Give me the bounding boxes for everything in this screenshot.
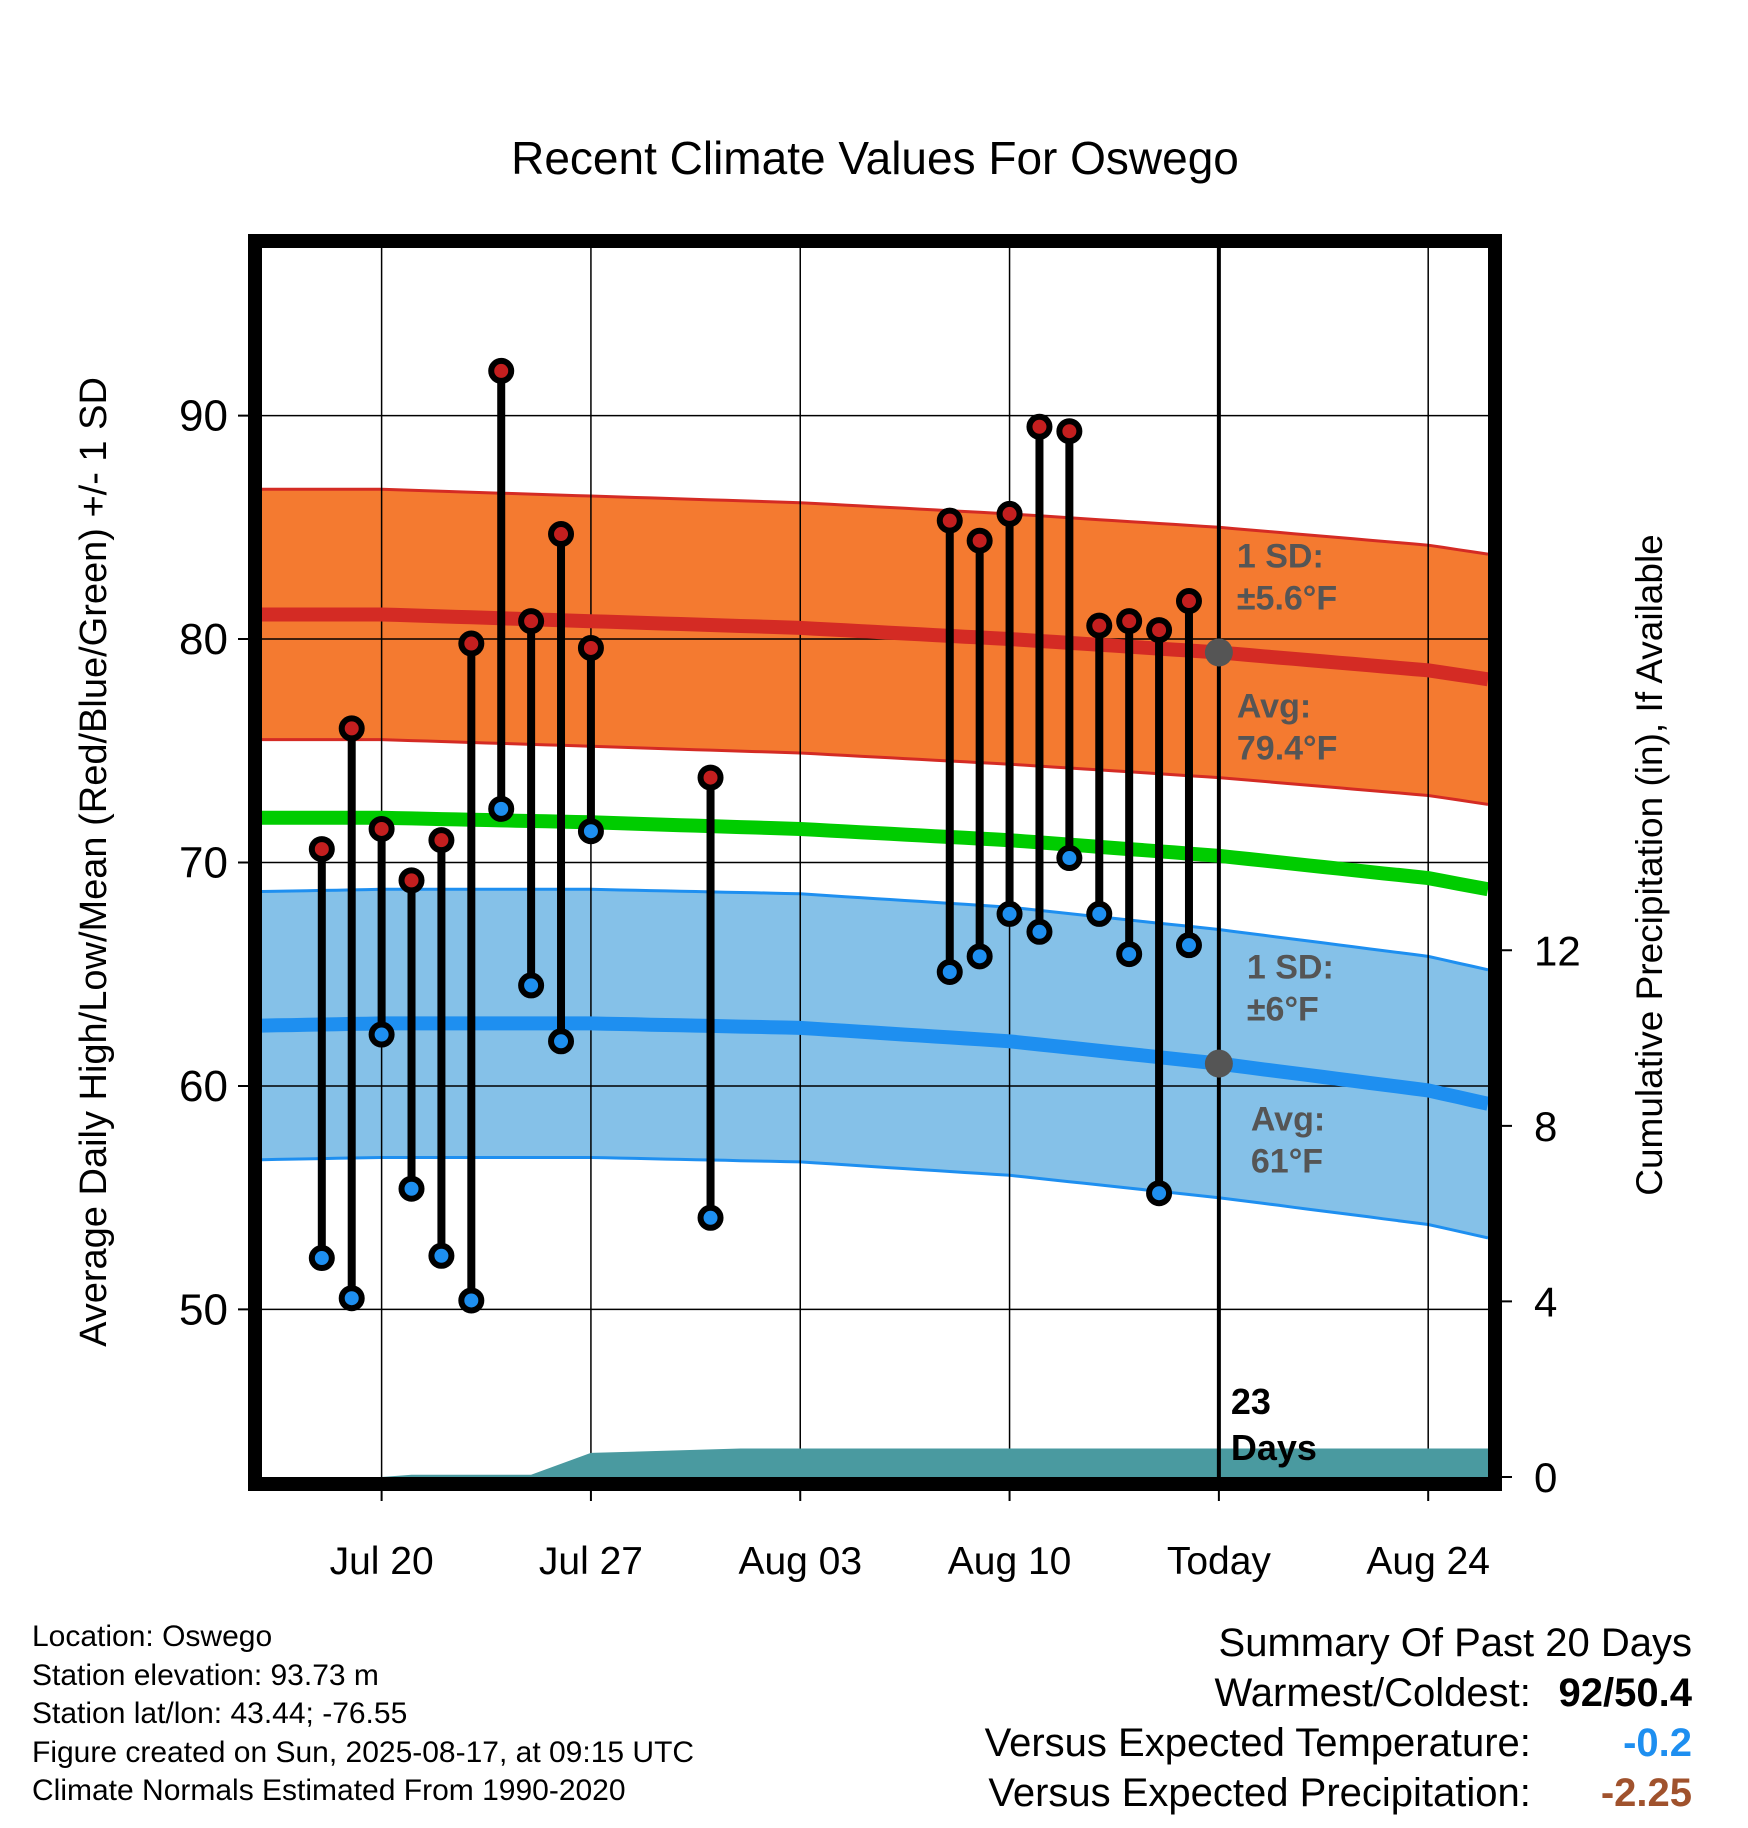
observed-low-point: [996, 900, 1023, 927]
y2-tick-label: 12: [1534, 927, 1581, 974]
x-axis-label: Day: [840, 1606, 910, 1610]
low-band-lower-edge: [262, 1156, 1488, 1240]
x-tick-label: Jul 27: [539, 1540, 643, 1583]
normal-high-line: [262, 607, 1488, 687]
normal-low-line: [262, 1016, 1488, 1111]
observed-high-point: [338, 715, 365, 742]
observed-high-point: [577, 634, 604, 661]
observed-high-point: [697, 764, 724, 791]
observed-low-point: [936, 958, 963, 985]
observed-low-point: [577, 818, 604, 845]
summary-temp: Versus Expected Temperature: -0.2: [985, 1718, 1692, 1768]
normals-text: Climate Normals Estimated From 1990-2020: [32, 1774, 626, 1807]
warm-cold-value: 92/50.4: [1558, 1671, 1692, 1715]
today-low-avg-marker: [1204, 1049, 1233, 1078]
y-tick-label: 60: [179, 1062, 228, 1111]
observed-high-point: [1146, 617, 1173, 644]
observed-high-point: [548, 521, 575, 548]
high-sd-band: [262, 489, 1488, 805]
observed-low-point: [1056, 845, 1083, 872]
annotation-low-avg: Avg: 61°F: [1251, 1101, 1325, 1181]
observed-low-point: [1175, 932, 1202, 959]
observed-high-point: [936, 507, 963, 534]
observed-high-point: [996, 500, 1023, 527]
observed-high-point: [1086, 612, 1113, 639]
summary-title: Summary Of Past 20 Days: [1218, 1621, 1692, 1665]
observed-high-point: [488, 357, 515, 384]
observed-high-point: [966, 527, 993, 554]
y2-tick-label: 4: [1534, 1278, 1557, 1325]
observed-low-point: [1116, 941, 1143, 968]
high-band-lower-edge: [262, 738, 1488, 806]
annotation-high-sd: 1 SD: ±5.6°F: [1237, 538, 1337, 618]
summary-precip: Versus Expected Precipitation: -2.25: [985, 1768, 1692, 1818]
y2-tick-label: 0: [1534, 1454, 1557, 1501]
observed-high-point: [398, 867, 425, 894]
observed-low-point: [697, 1204, 724, 1231]
temp-anomaly-value: -0.2: [1623, 1721, 1692, 1765]
observed-low-point: [518, 972, 545, 999]
temp-anomaly-label: Versus Expected Temperature:: [984, 1721, 1531, 1765]
climate-chart: 1 SD: ±5.6°F Avg: 79.4°F 1 SD: ±6°F Avg: 61°F 23…: [73, 132, 1670, 1610]
summary-warm-cold: Warmest/Coldest: 92/50.4: [985, 1668, 1693, 1718]
y-tick-label: 50: [179, 1285, 228, 1334]
observed-high-point: [518, 608, 545, 635]
observed-low-point: [428, 1242, 455, 1269]
low-sd-band: [262, 889, 1488, 1238]
observed-low-point: [398, 1175, 425, 1202]
annotation-high-avg: Avg: 79.4°F: [1237, 687, 1338, 767]
y2-tick-label: 8: [1534, 1103, 1557, 1150]
warm-cold-label: Warmest/Coldest:: [1214, 1671, 1531, 1715]
x-tick-label: Aug 24: [1366, 1540, 1490, 1583]
plot-area: [262, 248, 1488, 1477]
observed-low-point: [966, 943, 993, 970]
high-band-upper-edge: [262, 487, 1488, 556]
station-info: Location: Oswego Station elevation: 93.7…: [32, 1618, 694, 1811]
chart-title: Recent Climate Values For Oswego: [511, 132, 1239, 184]
days-label: 23 Days: [1231, 1381, 1317, 1468]
observed-low-point: [308, 1245, 335, 1272]
normal-mean-line: [262, 810, 1488, 897]
summary-panel: Summary Of Past 20 Days Warmest/Coldest:…: [985, 1618, 1692, 1818]
today-high-avg-marker: [1204, 638, 1233, 667]
observed-high-point: [1116, 608, 1143, 635]
observed-low-point: [458, 1287, 485, 1314]
y2-axis-label: Cumulative Precipitation (in), If Availa…: [1629, 534, 1670, 1196]
y-tick-label: 70: [179, 839, 228, 888]
precip-area: [262, 1448, 1488, 1477]
observed-low-point: [488, 795, 515, 822]
observed-high-point: [428, 827, 455, 854]
observed-high-point: [368, 815, 395, 842]
observed-low-point: [1086, 900, 1113, 927]
observed-high-point: [1056, 418, 1083, 445]
observed-low-point: [548, 1028, 575, 1055]
observed-high-point: [1026, 413, 1053, 440]
observed-low-point: [1026, 918, 1053, 945]
x-tick-label: Today: [1167, 1540, 1272, 1583]
y-tick-label: 80: [179, 615, 228, 664]
location-text: Location: Oswego: [32, 1620, 273, 1653]
observed-low-point: [368, 1021, 395, 1048]
x-tick-label: Aug 10: [948, 1540, 1072, 1583]
x-tick-label: Aug 03: [738, 1540, 862, 1583]
elevation-text: Station elevation: 93.73 m: [32, 1658, 379, 1692]
created-text: Figure created on Sun, 2025-08-17, at 09…: [32, 1735, 695, 1769]
observed-low-point: [338, 1285, 365, 1312]
latlon-text: Station lat/lon: 43.44; -76.55: [32, 1697, 408, 1730]
low-band-upper-edge: [262, 887, 1488, 972]
precip-anomaly-value: -2.25: [1600, 1771, 1692, 1815]
observed-high-point: [308, 836, 335, 863]
annotation-low-sd: 1 SD: ±6°F: [1247, 949, 1334, 1029]
x-tick-label: Jul 20: [330, 1540, 434, 1583]
precip-anomaly-label: Versus Expected Precipitation:: [988, 1771, 1531, 1815]
y-tick-label: 90: [179, 392, 228, 441]
observed-high-point: [458, 630, 485, 657]
y-axis-label: Average Daily High/Low/Mean (Red/Blue/Gr…: [73, 377, 115, 1347]
observed-low-point: [1146, 1180, 1173, 1207]
observed-high-point: [1175, 588, 1202, 615]
